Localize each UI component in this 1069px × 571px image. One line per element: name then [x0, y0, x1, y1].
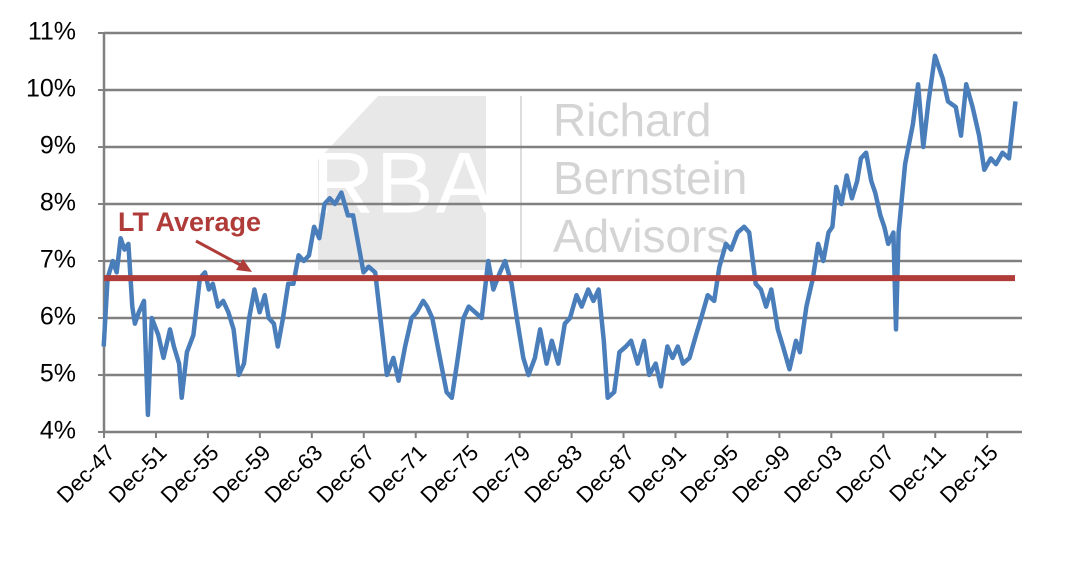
- x-tick-label: Dec-87: [571, 440, 639, 508]
- x-tick-label: Dec-59: [208, 440, 276, 508]
- y-tick-label: 4%: [40, 417, 76, 445]
- annotation-arrow: [195, 239, 247, 270]
- y-tick-label: 5%: [40, 360, 76, 388]
- x-tick-label: Dec-07: [831, 440, 899, 508]
- y-tick-label: 8%: [40, 189, 76, 217]
- x-tick-label: Dec-51: [104, 440, 172, 508]
- line-series: [101, 53, 1018, 418]
- x-tick-label: Dec-55: [156, 440, 224, 508]
- x-tick-label: Dec-67: [312, 440, 380, 508]
- watermark-logo-shape: [318, 96, 486, 270]
- watermark: RBA Richard Bernstein Advisors: [312, 94, 747, 270]
- annotation: LT Average: [118, 207, 261, 237]
- x-tick-label: Dec-71: [364, 440, 432, 508]
- plot: [101, 53, 1018, 418]
- x-tick-label: Dec-03: [779, 440, 847, 508]
- grid: 4%5%6%7%8%9%10%11%Dec-47Dec-51Dec-55Dec-…: [26, 18, 1022, 508]
- x-tick-label: Dec-99: [727, 440, 795, 508]
- watermark-text: Advisors: [553, 210, 729, 262]
- x-tick-label: Dec-75: [415, 440, 483, 508]
- watermark-text: Bernstein: [553, 152, 747, 204]
- y-tick-label: 7%: [40, 246, 76, 274]
- x-tick-label: Dec-91: [623, 440, 691, 508]
- y-tick-label: 6%: [40, 303, 76, 331]
- y-tick-label: 9%: [40, 132, 76, 160]
- y-tick-label: 10%: [26, 75, 76, 103]
- x-tick-label: Dec-15: [935, 440, 1003, 508]
- y-tick-label: 11%: [28, 18, 76, 46]
- x-tick-label: Dec-47: [52, 440, 120, 508]
- watermark-logo: RBA: [312, 136, 495, 232]
- x-tick-label: Dec-83: [519, 440, 587, 508]
- x-tick-label: Dec-63: [260, 440, 328, 508]
- x-tick-label: Dec-79: [467, 440, 535, 508]
- x-tick-label: Dec-95: [675, 440, 743, 508]
- annotation-arrowhead: [236, 259, 252, 272]
- watermark-text: Richard: [553, 94, 712, 146]
